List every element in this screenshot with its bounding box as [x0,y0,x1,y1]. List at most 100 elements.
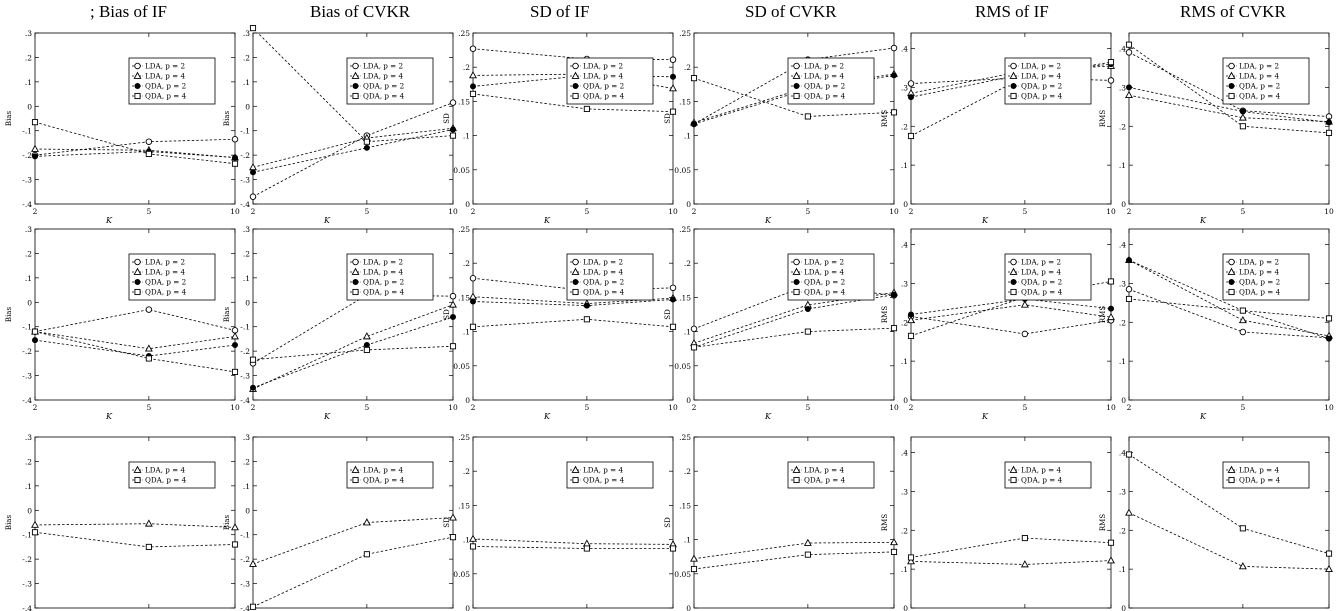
legend-marker-qda4 [572,476,579,484]
data-point-qda4 [145,355,152,362]
legend-label-lda4: LDA, p = 4 [583,268,623,277]
series-group [253,33,453,198]
x-axis-label: K [105,216,113,225]
legend-marker-qda2 [352,278,359,285]
legend-marker-lda4 [792,465,801,473]
x-tick-label: 2 [33,403,38,412]
legend-label-qda2: QDA, p = 2 [1239,278,1280,287]
legend-marker-lda4 [133,465,142,473]
data-point-lda4 [362,518,371,526]
data-point-qda2 [804,306,811,313]
panel-r2-c1: .3 .2 .1 0 -.1 -.2 -.3 -.42 5 10 K Bias LDA, p = 2LD… [5,225,240,421]
data-point-lda4 [1238,562,1247,570]
data-point-qda4 [31,119,39,126]
data-point-qda4 [1107,278,1115,285]
legend-label-qda4: QDA, p = 4 [145,476,187,485]
series-line-lda4 [911,560,1111,565]
legend-marker-qda4 [134,476,141,484]
legend-label-lda4: LDA, p = 4 [145,72,185,81]
legend-label-lda4: LDA, p = 4 [583,466,623,475]
series-line-qda4 [694,551,894,570]
data-point-qda4 [583,316,590,323]
legend-marker-qda4 [1010,288,1017,296]
data-point-qda2 [469,83,476,90]
legend-marker-qda4 [1228,288,1235,296]
data-point-qda4 [907,332,915,339]
y-tick-label: .4 [1119,45,1126,54]
plot-frame [1128,436,1330,609]
data-point-lda4 [1020,560,1029,568]
legend-marker-qda4 [572,288,579,296]
y-tick-label: .1 [684,536,691,545]
series-line-lda2 [35,138,235,156]
data-point-qda2 [691,120,698,127]
data-point-qda4 [1239,307,1246,314]
legend-label-lda2: LDA, p = 2 [145,62,185,71]
series-group [35,309,235,373]
x-tick-label: 5 [805,403,810,412]
data-point-qda4 [363,551,370,558]
data-point-qda2 [1126,257,1133,264]
x-tick-label: 10 [1106,207,1116,216]
legend-marker-lda2 [352,258,359,266]
legend-marker-qda4 [1010,476,1017,484]
x-tick-label: 2 [471,207,476,216]
data-point-qda2 [891,72,898,79]
y-tick-label: -.1 [240,531,250,540]
legend-label-qda4: QDA, p = 4 [583,288,625,297]
data-point-lda2 [1125,49,1133,56]
legend-box [787,57,875,105]
data-point-lda2 [469,274,477,282]
legend-label-qda4: QDA, p = 4 [1021,288,1063,297]
series-line-qda2 [253,316,453,389]
data-point-qda4 [249,25,257,32]
y-tick-label: .1 [463,328,470,337]
y-tick-label: .25 [458,433,470,442]
legend-marker-lda4 [351,465,360,473]
y-tick-label: .1 [463,536,470,545]
column-title-rms-if: RMS of IF [975,2,1049,21]
y-tick-label: 0.05 [453,166,470,175]
data-point-qda4 [1021,534,1028,542]
legend-marker-qda2 [1228,83,1235,90]
legend-label-qda4: QDA, p = 4 [804,288,846,297]
data-point-qda2 [363,342,370,349]
series-line-lda2 [911,316,1111,335]
data-point-lda2 [907,80,915,87]
y-axis-label: Bias [223,307,231,323]
data-point-lda4 [231,523,239,531]
series-line-qda2 [1129,259,1329,339]
legend-label-lda4: LDA, p = 4 [583,72,623,81]
series-line-lda4 [473,538,673,545]
legend-label-qda4: QDA, p = 4 [145,92,187,101]
data-point-lda4 [144,519,153,527]
data-point-lda4 [31,520,39,528]
legend-marker-lda2 [134,258,141,266]
legend-marker-qda2 [1010,278,1017,285]
legend-marker-qda2 [793,278,800,285]
plot-frame [693,436,895,609]
column-title-rms-cvkr: RMS of CVKR [1180,2,1286,21]
y-axis-label: SD [443,309,451,320]
x-tick-label: 5 [1240,207,1245,216]
data-point-lda4 [907,557,915,565]
series-group [253,294,453,390]
legend-label-lda4: LDA, p = 4 [363,268,403,277]
legend-marker-qda4 [572,92,579,100]
data-point-lda2 [449,292,457,300]
data-point-qda4 [890,325,898,332]
y-tick-label: 0 [1121,604,1126,611]
legend-marker-qda4 [1228,92,1235,100]
y-tick-label: .2 [463,467,470,476]
y-tick-label: .4 [901,45,908,54]
data-point-qda4 [1325,129,1333,136]
